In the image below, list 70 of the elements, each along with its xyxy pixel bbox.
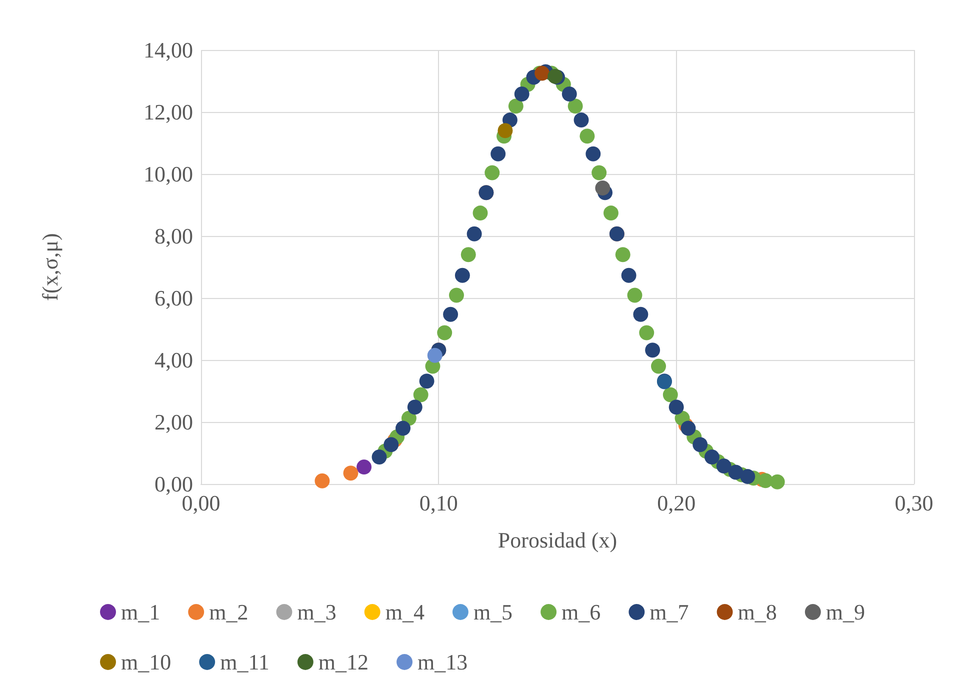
point [595, 180, 610, 196]
point [314, 473, 330, 488]
point [413, 387, 428, 402]
legend-label: m_3 [297, 600, 336, 624]
point [437, 325, 452, 340]
point [603, 206, 618, 221]
point [574, 112, 589, 128]
point [621, 268, 636, 283]
legend-label: m_10 [121, 650, 172, 674]
x-tick-label: 0,10 [419, 490, 458, 516]
point [615, 247, 630, 262]
point [419, 374, 434, 389]
point [580, 128, 595, 144]
point [692, 437, 708, 452]
legend-label: m_5 [473, 600, 513, 624]
point [633, 306, 648, 322]
point [627, 288, 642, 303]
legend-label: m_8 [738, 600, 777, 624]
point [514, 86, 530, 102]
point [443, 306, 458, 322]
y-tick-label: 6,00 [154, 286, 193, 310]
point [372, 450, 387, 465]
point [343, 466, 358, 481]
y-tick-label: 8,00 [154, 224, 193, 248]
legend-label: m_6 [562, 600, 601, 624]
point [454, 268, 470, 283]
point [490, 146, 506, 162]
point [639, 325, 654, 340]
point [668, 400, 684, 415]
legend-label: m_1 [121, 600, 160, 624]
point [645, 342, 660, 358]
point [356, 459, 372, 474]
point [449, 288, 464, 303]
legend-label: m_9 [826, 600, 866, 624]
point [466, 226, 482, 242]
point [508, 98, 524, 114]
point [568, 98, 583, 114]
legend-label: m_11 [220, 650, 270, 674]
point [407, 400, 422, 415]
point [704, 450, 720, 465]
point [562, 86, 577, 102]
y-axis-title: f(x,σ,μ) [38, 233, 62, 301]
point [460, 247, 476, 262]
y-tick-label: 12,00 [144, 100, 193, 124]
point [427, 348, 442, 363]
point [592, 165, 607, 180]
point [651, 358, 666, 374]
point [770, 474, 785, 490]
legend-label: m_12 [318, 650, 369, 674]
x-tick-label: 0,30 [894, 490, 934, 516]
y-tick-label: 4,00 [154, 348, 193, 372]
point [586, 146, 601, 162]
point [534, 66, 550, 81]
point [384, 437, 399, 452]
point [472, 206, 488, 221]
x-axis-title: Porosidad (x) [498, 528, 618, 552]
legend-label: m_13 [418, 650, 468, 674]
point [680, 420, 696, 436]
point [716, 458, 732, 474]
point [396, 420, 411, 436]
legend-label: m_4 [385, 600, 424, 624]
y-tick-label: 14,00 [144, 38, 193, 62]
legend-label: m_7 [650, 600, 689, 624]
y-tick-label: 2,00 [154, 410, 193, 434]
point [498, 123, 513, 138]
y-tick-label: 10,00 [144, 162, 193, 186]
x-tick-label: 0,20 [657, 490, 696, 516]
point [484, 165, 500, 180]
legend-label: m_2 [209, 600, 248, 624]
point [662, 387, 678, 402]
